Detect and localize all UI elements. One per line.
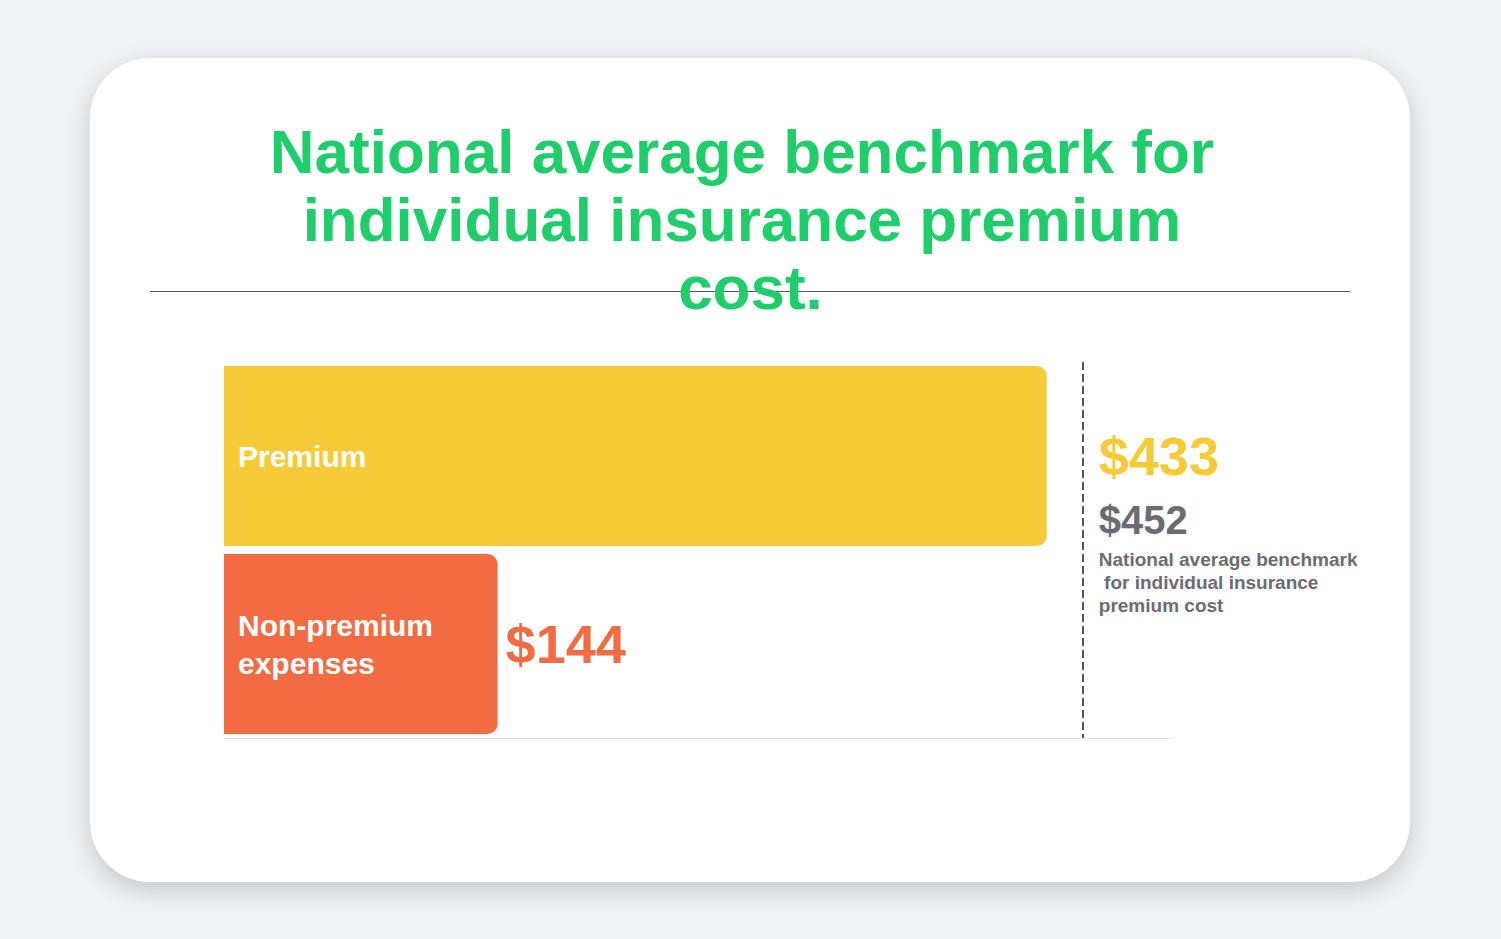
svg-text:$144: $144 <box>506 614 626 674</box>
svg-text:for individual insurance: for individual insurance <box>1099 572 1324 593</box>
svg-text:$433: $433 <box>1099 426 1219 486</box>
svg-text:cost.: cost. <box>678 253 823 322</box>
svg-text:National average benchmark: National average benchmark <box>1099 549 1358 570</box>
svg-text:individual insurance premium: individual insurance premium <box>303 185 1199 254</box>
svg-text:premium cost: premium cost <box>1099 595 1224 616</box>
svg-text:$452: $452 <box>1099 498 1188 542</box>
svg-text:National average benchmark for: National average benchmark for <box>270 117 1231 186</box>
svg-text:Non-premium: Non-premium <box>238 609 441 642</box>
svg-text:Premium: Premium <box>238 440 366 473</box>
svg-text:expenses: expenses <box>238 647 375 680</box>
